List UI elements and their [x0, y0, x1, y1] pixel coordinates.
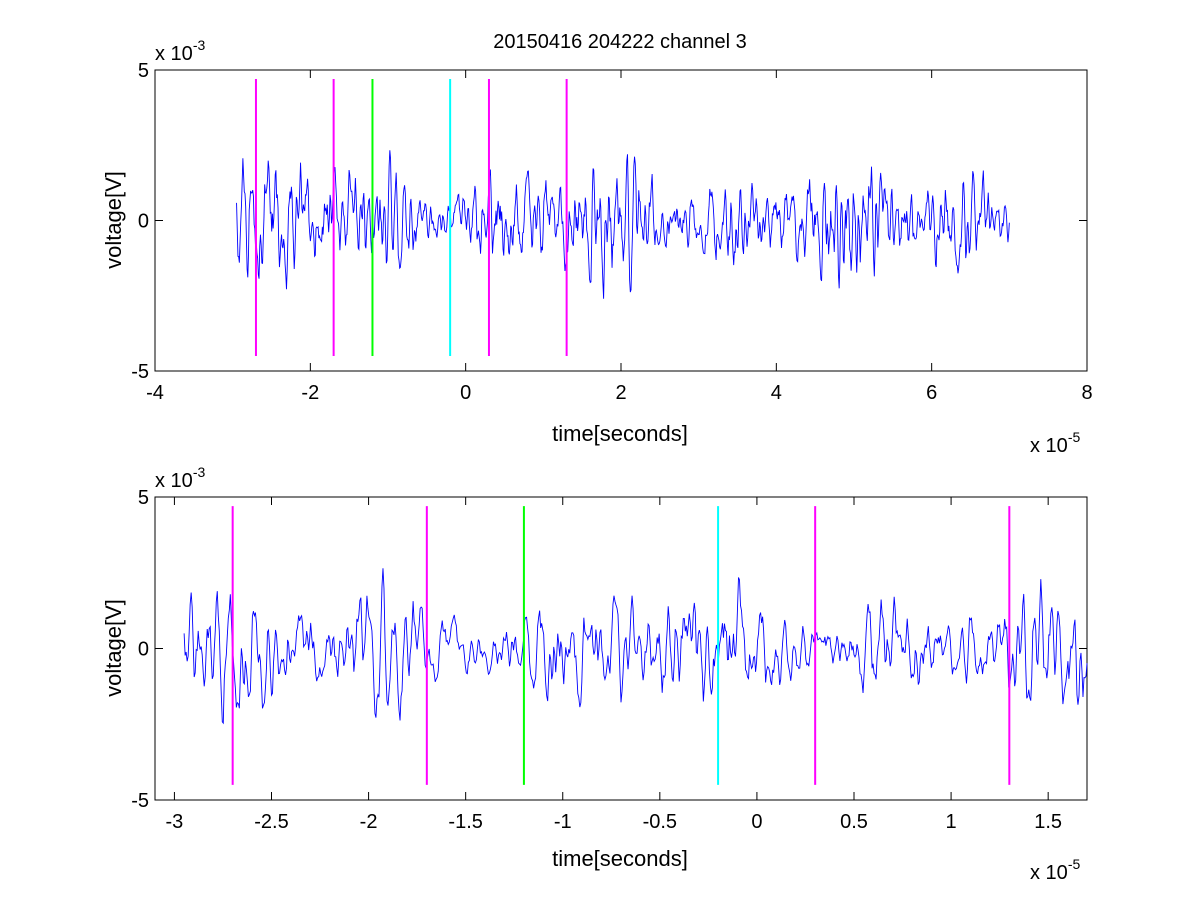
bottom-y-multiplier: x 10-3 [155, 464, 205, 492]
bottom-y-tick-label: 0 [138, 639, 149, 661]
bottom-marker-layer [231, 506, 1011, 785]
bottom-x-tick-label: 1 [946, 811, 957, 833]
bottom-y-multiplier-exp: -3 [193, 464, 206, 480]
bottom-axes-box [154, 496, 1088, 801]
bottom-x-multiplier: x 10-5 [1030, 856, 1080, 884]
top-x-multiplier-base: x 10 [1030, 435, 1068, 457]
bottom-x-tick-label: -3 [166, 811, 184, 833]
top-y-multiplier: x 10-3 [155, 37, 205, 65]
bottom-x-tick-label: 0.5 [840, 811, 868, 833]
top-x-tick-label: 4 [771, 382, 782, 404]
bottom-x-tick-label: 0 [751, 811, 762, 833]
top-x-tick-label: 2 [615, 382, 626, 404]
top-tick-layer: -4 -2 0 2 4 6 8 -5 0 5 [131, 60, 1092, 404]
top-subplot: -4 -2 0 2 4 6 8 -5 0 5 time[seconds] voltage[V] x… [101, 37, 1093, 457]
bottom-y-multiplier-base: x 10 [155, 470, 193, 492]
bottom-x-tick-label: -1 [554, 811, 572, 833]
top-signal-layer [236, 150, 1010, 299]
top-y-tick-label: -5 [131, 361, 149, 383]
top-signal-line [236, 150, 1010, 299]
bottom-x-tick-label: -2 [360, 811, 378, 833]
top-x-axis-label: time[seconds] [552, 421, 688, 446]
bottom-x-multiplier-exp: -5 [1068, 856, 1081, 872]
bottom-subplot: -3 -2.5 -2 -1.5 -1 -0.5 0 0.5 1 1.5 -5 0 5 time[seco… [101, 464, 1088, 884]
bottom-y-tick-label: 5 [138, 487, 149, 509]
bottom-x-tick-label: -1.5 [448, 811, 482, 833]
top-y-tick-label: 5 [138, 60, 149, 82]
top-x-multiplier: x 10-5 [1030, 429, 1080, 457]
top-x-multiplier-exp: -5 [1068, 429, 1081, 445]
bottom-x-tick-label: 1.5 [1034, 811, 1062, 833]
bottom-signal-layer [183, 568, 1088, 725]
bottom-x-tick-label: -0.5 [643, 811, 677, 833]
top-x-tick-label: 8 [1081, 382, 1092, 404]
bottom-x-multiplier-base: x 10 [1030, 862, 1068, 884]
bottom-y-axis-label: voltage[V] [101, 599, 126, 697]
bottom-tick-layer: -3 -2.5 -2 -1.5 -1 -0.5 0 0.5 1 1.5 -5 0 5 [131, 487, 1087, 833]
top-y-axis-label: voltage[V] [101, 171, 126, 269]
bottom-signal-line [183, 568, 1088, 725]
bottom-x-tick-label: -2.5 [254, 811, 288, 833]
top-y-multiplier-base: x 10 [155, 43, 193, 65]
top-x-tick-label: -4 [146, 382, 164, 404]
top-y-multiplier-exp: -3 [193, 37, 206, 53]
top-x-tick-label: 0 [460, 382, 471, 404]
bottom-x-axis-label: time[seconds] [552, 846, 688, 871]
figure-title: 20150416 204222 channel 3 [493, 31, 747, 53]
top-x-tick-label: -2 [301, 382, 319, 404]
top-y-tick-label: 0 [138, 211, 149, 233]
top-x-tick-label: 6 [926, 382, 937, 404]
top-marker-layer [254, 79, 568, 356]
bottom-y-tick-label: -5 [131, 790, 149, 812]
